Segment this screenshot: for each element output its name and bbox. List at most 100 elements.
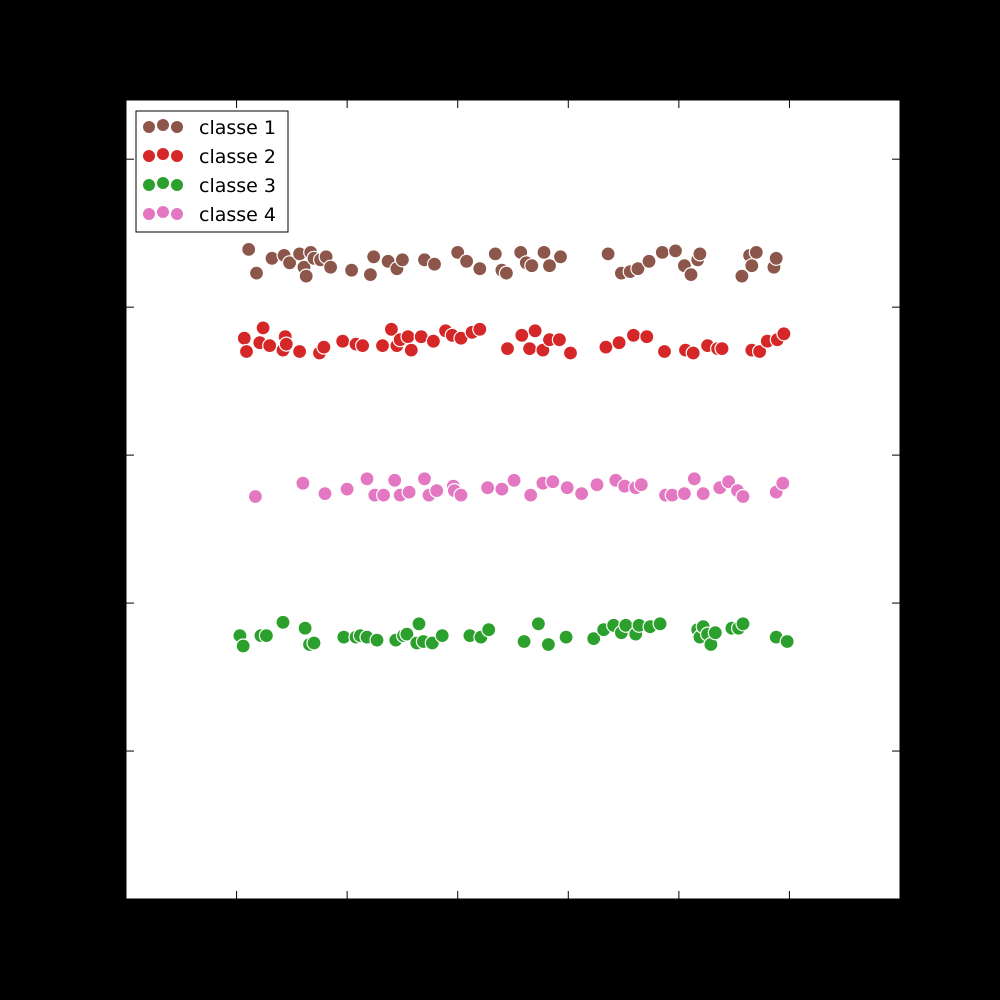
point-series-1-1 <box>248 265 265 281</box>
point-series-4-22 <box>559 480 575 496</box>
legend-marker-1-0 <box>142 120 156 134</box>
point-series-2-7 <box>278 336 294 352</box>
data-points <box>232 241 795 654</box>
point-series-4-0 <box>247 488 263 505</box>
point-series-2-4 <box>262 338 278 354</box>
legend: classe 1 classe 2 classe 3 classe 4 <box>135 110 289 233</box>
point-series-3-5 <box>297 620 313 636</box>
legend-marker-1-1 <box>156 118 170 132</box>
point-series-4-33 <box>695 486 711 502</box>
point-series-1-47 <box>748 244 764 260</box>
point-series-2-26 <box>472 321 488 337</box>
point-series-1-49 <box>768 250 784 266</box>
point-series-1-22 <box>459 253 475 269</box>
legend-label-3: classe 3 <box>199 175 276 197</box>
point-series-2-38 <box>639 329 655 345</box>
point-series-3-25 <box>530 616 547 632</box>
point-series-4-19 <box>523 487 539 503</box>
point-series-1-46 <box>744 258 760 274</box>
point-series-2-21 <box>425 333 441 349</box>
point-series-2-37 <box>625 327 642 343</box>
point-series-4-21 <box>545 474 561 490</box>
point-series-2-29 <box>521 341 538 357</box>
point-series-4-1 <box>295 475 311 491</box>
point-series-3-36 <box>652 616 668 632</box>
point-series-2-39 <box>656 343 673 360</box>
point-series-2-49 <box>776 326 792 342</box>
point-series-4-32 <box>686 471 702 487</box>
point-series-3-17 <box>411 616 427 632</box>
point-series-3-4 <box>275 614 291 630</box>
point-series-2-1 <box>238 343 255 360</box>
point-series-1-18 <box>394 252 410 268</box>
point-series-4-28 <box>633 477 649 493</box>
point-series-4-9 <box>401 484 417 500</box>
legend-label-4: classe 4 <box>199 204 276 226</box>
series-1 <box>241 241 784 284</box>
point-series-4-10 <box>416 471 433 487</box>
point-series-2-28 <box>514 327 530 343</box>
point-series-1-21 <box>450 244 466 260</box>
legend-entry-1: classe 1 <box>142 117 276 139</box>
legend-marker-2-1 <box>156 147 170 161</box>
point-series-3-26 <box>540 636 557 653</box>
point-series-4-35 <box>720 474 737 490</box>
point-series-1-24 <box>487 246 503 262</box>
point-series-4-18 <box>506 472 522 488</box>
point-series-4-4 <box>359 471 375 487</box>
point-series-3-42 <box>707 625 723 641</box>
legend-marker-3-0 <box>142 178 156 192</box>
point-series-3-3 <box>258 627 274 644</box>
point-series-1-13 <box>344 262 360 278</box>
legend-label-2: classe 2 <box>199 146 276 168</box>
point-series-1-26 <box>498 265 514 281</box>
point-series-1-23 <box>472 261 488 277</box>
point-series-1-20 <box>426 256 443 272</box>
point-series-2-8 <box>292 343 308 360</box>
series-2 <box>236 320 792 361</box>
legend-marker-4-2 <box>170 207 184 221</box>
point-series-4-23 <box>573 486 590 502</box>
point-series-3-45 <box>735 616 751 632</box>
point-series-4-3 <box>339 481 355 497</box>
point-series-1-29 <box>524 258 540 274</box>
point-series-2-13 <box>355 338 371 354</box>
point-series-2-44 <box>714 341 730 357</box>
point-series-2-18 <box>400 329 416 345</box>
axis-ticks <box>126 100 900 899</box>
point-series-2-15 <box>383 321 399 337</box>
point-series-2-14 <box>374 338 391 354</box>
point-series-1-14 <box>362 267 378 283</box>
legend-entry-3: classe 3 <box>142 175 276 197</box>
point-series-4-39 <box>775 475 791 491</box>
point-series-1-30 <box>536 244 552 260</box>
point-series-2-41 <box>685 345 701 361</box>
point-series-4-12 <box>429 483 445 499</box>
point-series-3-15 <box>399 626 415 642</box>
legend-marker-3-2 <box>170 178 184 192</box>
point-series-4-17 <box>494 481 510 497</box>
point-series-2-35 <box>598 339 614 355</box>
point-series-2-10 <box>316 339 332 355</box>
legend-entry-4: classe 4 <box>142 204 276 226</box>
point-series-4-2 <box>317 486 333 502</box>
point-series-1-43 <box>692 246 708 262</box>
point-series-2-46 <box>751 343 768 360</box>
point-series-1-41 <box>683 267 699 283</box>
point-series-1-12 <box>323 259 339 275</box>
point-series-3-1 <box>235 638 251 654</box>
point-series-1-44 <box>734 268 750 284</box>
point-series-2-30 <box>527 323 543 339</box>
point-series-3-20 <box>434 627 450 644</box>
point-series-2-36 <box>611 335 627 351</box>
legend-entry-2: classe 2 <box>142 146 276 168</box>
series-3 <box>232 614 795 654</box>
point-series-3-27 <box>558 629 574 645</box>
series-4 <box>247 471 791 505</box>
point-series-1-33 <box>600 246 616 262</box>
point-series-3-24 <box>516 633 532 650</box>
point-series-1-7 <box>298 268 314 284</box>
point-series-1-0 <box>241 241 257 257</box>
point-series-2-34 <box>562 345 579 361</box>
